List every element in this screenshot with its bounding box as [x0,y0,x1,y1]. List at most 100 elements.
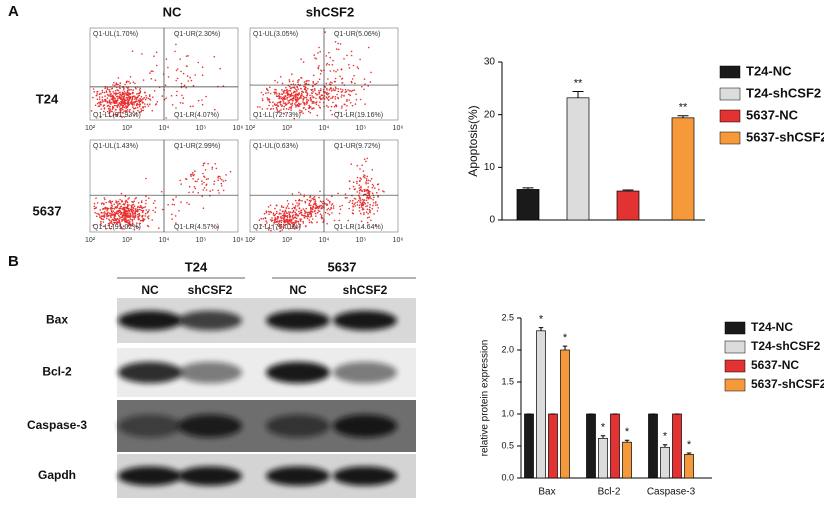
event-dot [352,199,354,202]
event-dot [314,92,317,95]
event-dot [121,116,123,118]
event-dot [291,212,294,214]
event-dot [362,208,365,211]
event-dot [331,64,334,66]
event-dot [361,85,363,88]
event-dot [126,105,128,108]
event-dot [188,191,190,194]
x-tick-label: 10² [245,125,256,132]
event-dot [126,109,129,111]
x-tick-label: Caspase-3 [647,487,696,498]
event-dot [180,82,183,85]
event-dot [128,219,130,221]
event-dot [107,107,110,110]
event-dot [112,218,115,221]
event-dot [318,78,321,81]
event-dot [337,97,340,100]
event-dot [280,97,283,100]
event-dot [119,198,121,201]
event-dot [370,219,372,222]
event-dot [123,89,125,91]
event-dot [321,217,323,220]
event-dot [298,78,300,81]
event-dot [125,221,127,224]
event-dot [141,219,143,222]
lane-label: NC [289,283,307,297]
event-dot [106,208,109,210]
event-dot [149,103,151,105]
event-dot [304,214,306,217]
event-dot [106,87,109,89]
event-dot [355,99,358,101]
event-dot [294,211,296,213]
event-dot [102,212,104,214]
event-dot [267,227,270,229]
event-dot [276,108,278,110]
event-dot [311,218,314,220]
blot-band [118,414,182,438]
event-dot [286,219,289,222]
event-dot [106,214,109,217]
bar [516,189,540,221]
event-dot [350,90,353,93]
event-dot [132,203,134,206]
event-dot [203,187,206,189]
event-dot [341,105,343,107]
event-dot [138,215,140,218]
event-dot [142,106,144,108]
event-dot [304,104,306,106]
event-dot [345,90,348,93]
event-dot [267,98,269,101]
event-dot [123,203,125,205]
event-dot [116,105,119,107]
event-dot [328,63,331,66]
event-dot [366,175,369,178]
event-dot [140,96,143,98]
event-dot [134,98,136,100]
event-dot [361,207,364,209]
event-dot [369,190,371,193]
event-dot [137,202,140,204]
event-dot [102,221,105,223]
event-dot [336,93,338,96]
event-dot [371,192,374,194]
event-dot [364,103,366,105]
event-dot [358,192,361,194]
event-dot [110,227,112,230]
event-dot [128,209,130,212]
event-dot [285,86,287,89]
event-dot [348,201,351,204]
event-dot [129,76,132,78]
event-dot [131,222,134,224]
event-dot [367,85,370,87]
event-dot [124,220,126,223]
event-dot [142,218,144,220]
event-dot [115,102,118,104]
x-tick-label: 10³ [282,125,293,132]
event-dot [217,179,219,181]
event-dot [363,78,366,80]
event-dot [291,225,294,228]
event-dot [110,110,112,112]
event-dot [324,31,327,33]
event-dot [293,206,295,209]
event-dot [366,221,369,224]
x-tick-label: 10⁴ [319,237,330,244]
event-dot [317,66,320,69]
event-dot [147,105,150,107]
event-dot [116,93,118,95]
event-dot [300,209,303,212]
event-dot [201,66,204,68]
event-dot [369,196,371,198]
event-dot [179,58,181,60]
event-dot [278,95,281,98]
event-dot [330,204,333,206]
event-dot [289,219,292,221]
event-dot [355,93,357,96]
event-dot [308,104,311,107]
event-dot [186,202,188,204]
event-dot [298,103,301,105]
event-dot [120,109,122,111]
event-dot [296,98,299,100]
blot-band [333,414,397,438]
